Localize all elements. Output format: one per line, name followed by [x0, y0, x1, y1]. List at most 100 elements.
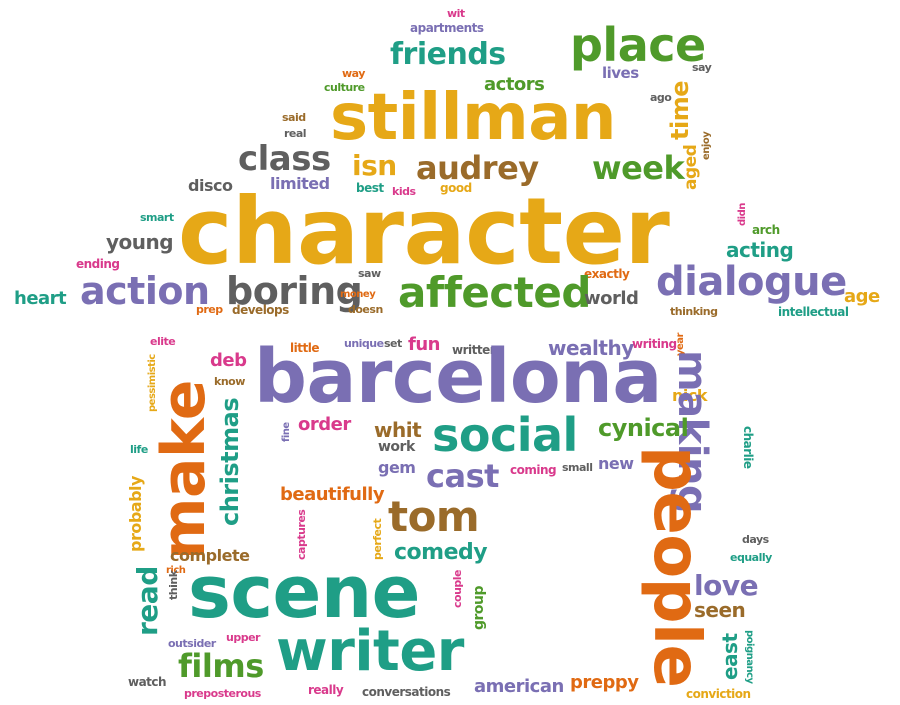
- word-films: films: [178, 647, 264, 685]
- word-class: class: [238, 139, 331, 179]
- word-kids: kids: [392, 185, 416, 198]
- word-didn: didn: [737, 203, 748, 226]
- word-wealthy: wealthy: [548, 336, 634, 360]
- word-age: age: [844, 286, 880, 307]
- word-dialogue: dialogue: [656, 259, 847, 305]
- word-said: said: [282, 111, 306, 124]
- word-wit: wit: [447, 7, 465, 20]
- word-stillman: stillman: [330, 81, 616, 155]
- word-coming: coming: [510, 463, 557, 477]
- word-week: week: [592, 149, 685, 187]
- word-arch: arch: [752, 223, 780, 237]
- word-social: social: [432, 408, 578, 462]
- word-writer: writer: [276, 619, 464, 684]
- word-couple: couple: [451, 569, 464, 608]
- word-preposterous: preposterous: [184, 687, 261, 700]
- word-exactly: exactly: [584, 267, 630, 281]
- word-people: people: [639, 446, 713, 688]
- word-beautifully: beautifully: [280, 484, 385, 505]
- word-barcelona: barcelona: [254, 334, 662, 420]
- word-cast: cast: [426, 457, 499, 495]
- word-read: read: [131, 566, 164, 636]
- word-smart: smart: [140, 211, 174, 224]
- word-cynical: cynical: [598, 414, 689, 442]
- word-doesn: doesn: [348, 303, 383, 316]
- word-real: real: [284, 127, 307, 140]
- word-christmas: christmas: [216, 397, 244, 526]
- word-love: love: [694, 569, 759, 602]
- word-tom: tom: [388, 492, 480, 541]
- word-new: new: [598, 454, 634, 473]
- word-action: action: [80, 269, 210, 313]
- word-way: way: [342, 67, 365, 80]
- word-writing: writing: [632, 337, 677, 351]
- word-scene: scene: [188, 550, 420, 634]
- word-audrey: audrey: [416, 149, 539, 187]
- word-days: days: [742, 533, 769, 546]
- word-isn: isn: [352, 149, 397, 182]
- word-little: little: [290, 341, 319, 355]
- word-east: east: [718, 633, 742, 680]
- word-preppy: preppy: [570, 672, 639, 693]
- word-watch: watch: [128, 675, 167, 689]
- word-nick: nick: [672, 386, 708, 405]
- word-work: work: [378, 439, 415, 455]
- word-small: small: [562, 461, 593, 474]
- word-ago: ago: [650, 91, 672, 104]
- word-set: set: [384, 337, 402, 350]
- word-time: time: [666, 81, 694, 140]
- word-place: place: [570, 18, 706, 72]
- word-deb: deb: [210, 350, 247, 371]
- word-fine: fine: [281, 422, 292, 442]
- word-think: think: [167, 570, 180, 600]
- word-probably: probably: [126, 476, 145, 552]
- word-charlie: charlie: [741, 426, 755, 469]
- word-develops: develops: [232, 303, 289, 317]
- word-enjoy: enjoy: [701, 131, 712, 160]
- word-aged: aged: [681, 144, 701, 190]
- word-best: best: [356, 181, 384, 195]
- word-world: world: [584, 288, 639, 309]
- word-character: character: [178, 178, 670, 285]
- word-friends: friends: [390, 37, 506, 72]
- word-good: good: [440, 181, 472, 195]
- word-conversations: conversations: [362, 685, 451, 699]
- word-actors: actors: [484, 74, 545, 95]
- word-life: life: [130, 443, 148, 456]
- word-group: group: [471, 585, 487, 630]
- word-ending: ending: [76, 257, 120, 271]
- word-whit: whit: [374, 418, 422, 442]
- word-acting: acting: [726, 238, 794, 262]
- word-boring: boring: [226, 269, 363, 313]
- word-upper: upper: [226, 631, 260, 644]
- word-prep: prep: [196, 303, 223, 316]
- word-gem: gem: [378, 458, 416, 477]
- word-disco: disco: [188, 176, 233, 195]
- word-apartments: apartments: [410, 21, 484, 35]
- word-limited: limited: [270, 174, 330, 193]
- word-american: american: [474, 676, 564, 697]
- word-saw: saw: [358, 267, 381, 280]
- word-make: make: [149, 380, 219, 560]
- word-money: money: [340, 289, 376, 300]
- word-complete: complete: [170, 546, 250, 565]
- word-unique: unique: [344, 337, 384, 350]
- word-thinking: thinking: [670, 305, 718, 318]
- word-elite: elite: [150, 335, 176, 348]
- word-young: young: [106, 230, 174, 254]
- word-say: say: [692, 61, 712, 74]
- word-conviction: conviction: [686, 687, 751, 701]
- word-culture: culture: [324, 81, 365, 94]
- word-order: order: [298, 414, 351, 435]
- word-know: know: [214, 375, 245, 388]
- word-seen: seen: [694, 598, 746, 622]
- word-really: really: [308, 683, 344, 697]
- word-affected: affected: [398, 268, 591, 317]
- word-intellectual: intellectual: [778, 305, 849, 319]
- word-rich: rich: [166, 565, 186, 576]
- word-lives: lives: [602, 64, 639, 82]
- word-fun: fun: [408, 334, 440, 355]
- word-poignancy: poignancy: [744, 630, 755, 684]
- word-heart: heart: [14, 288, 67, 309]
